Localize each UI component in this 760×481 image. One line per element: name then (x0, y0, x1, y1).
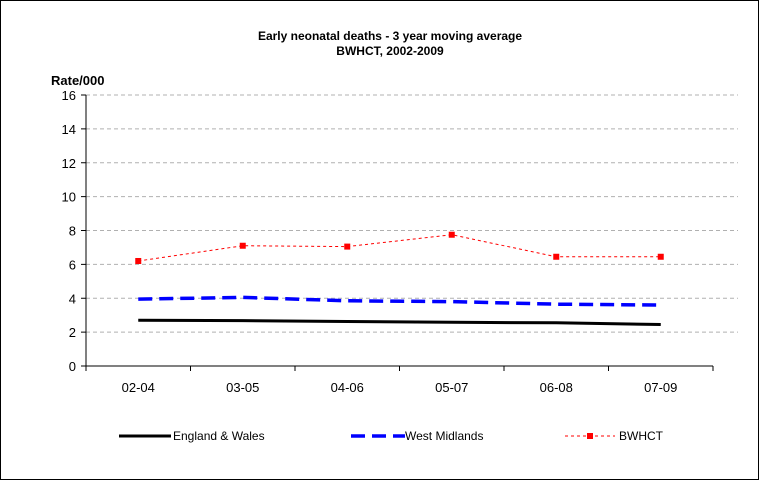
series-line-england-wales (138, 318, 661, 327)
y-tick-label-16: 16 (62, 88, 76, 103)
x-tick-label-07-09: 07-09 (644, 380, 677, 395)
y-tick-label-10: 10 (62, 190, 76, 205)
x-tick-label-03-05: 03-05 (226, 380, 259, 395)
legend-label-west-midlands: West Midlands (405, 429, 483, 443)
data-point-bwhct-06-08 (553, 253, 560, 260)
gridlines (86, 94, 738, 333)
series-line-west-midlands (138, 295, 661, 307)
legend-marker-bwhct (587, 433, 593, 439)
x-tick-label-02-04: 02-04 (122, 380, 155, 395)
data-point-bwhct-02-04 (135, 257, 142, 264)
chart-subtitle: BWHCT, 2002-2009 (336, 44, 444, 58)
y-tick-label-0: 0 (69, 359, 76, 374)
axes: 0 2 4 6 8 10 12 14 16 02-04 03-05 04-06 05-07 06-08 07… (62, 88, 714, 395)
legend: England & Wales West Midlands BWHCT (119, 429, 664, 443)
chart-title: Early neonatal deaths - 3 year moving av… (258, 29, 522, 43)
x-tick-label-05-07: 05-07 (435, 380, 468, 395)
data-point-bwhct-07-09 (657, 253, 664, 260)
y-tick-label-6: 6 (69, 257, 76, 272)
y-tick-label-8: 8 (69, 224, 76, 239)
y-tick-label-12: 12 (62, 156, 76, 171)
data-point-bwhct-05-07 (448, 231, 455, 238)
series-lines (135, 231, 664, 327)
data-point-bwhct-04-06 (344, 243, 351, 250)
y-tick-label-2: 2 (69, 325, 76, 340)
series-line-bwhct (138, 234, 661, 262)
y-tick-label-4: 4 (69, 291, 76, 306)
legend-label-england-wales: England & Wales (173, 429, 265, 443)
data-point-bwhct-03-05 (239, 242, 246, 249)
legend-label-bwhct: BWHCT (619, 429, 664, 443)
x-tick-label-06-08: 06-08 (540, 380, 573, 395)
x-tick-label-04-06: 04-06 (331, 380, 364, 395)
y-axis-label: Rate/000 (51, 73, 104, 88)
y-tick-label-14: 14 (62, 122, 76, 137)
